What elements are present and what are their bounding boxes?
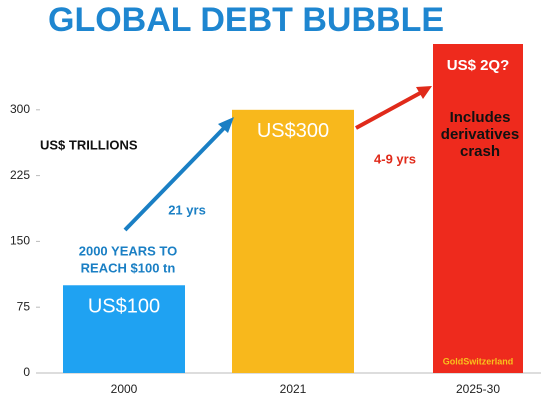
arrow — [123, 124, 228, 232]
y-tick-label: 300 — [10, 102, 30, 116]
y-tick-label: 0 — [23, 365, 30, 379]
annotation: Includes — [450, 109, 511, 126]
arrow-head — [218, 117, 234, 133]
annotation: 21 yrs — [168, 202, 206, 217]
annotation: GoldSwitzerland — [443, 356, 514, 366]
bar — [232, 109, 354, 374]
annotation: 2000 YEARS TO — [79, 243, 178, 258]
y-tick-label: 150 — [10, 234, 30, 248]
y-tick-label: 75 — [17, 299, 31, 313]
arrow — [355, 90, 423, 130]
bar — [433, 44, 523, 373]
arrow-head — [416, 86, 432, 99]
annotation: 4-9 yrs — [374, 151, 416, 166]
annotation: crash — [460, 143, 500, 160]
annotation: REACH $100 tn — [81, 260, 176, 275]
annotation: derivatives — [441, 126, 519, 143]
x-tick-label: 2021 — [280, 382, 307, 396]
value-label: US$300 — [257, 120, 329, 142]
x-tick-label: 2025-30 — [456, 382, 500, 396]
axis-label: US$ TRILLIONS — [40, 137, 138, 152]
value-label: US$ 2Q? — [447, 57, 510, 74]
chart-title: GLOBAL DEBT BUBBLE — [48, 1, 444, 39]
x-tick-label: 2000 — [111, 382, 138, 396]
y-tick-label: 225 — [10, 168, 30, 182]
bars — [63, 44, 523, 374]
bar — [63, 285, 185, 373]
value-label: US$100 — [88, 296, 160, 318]
